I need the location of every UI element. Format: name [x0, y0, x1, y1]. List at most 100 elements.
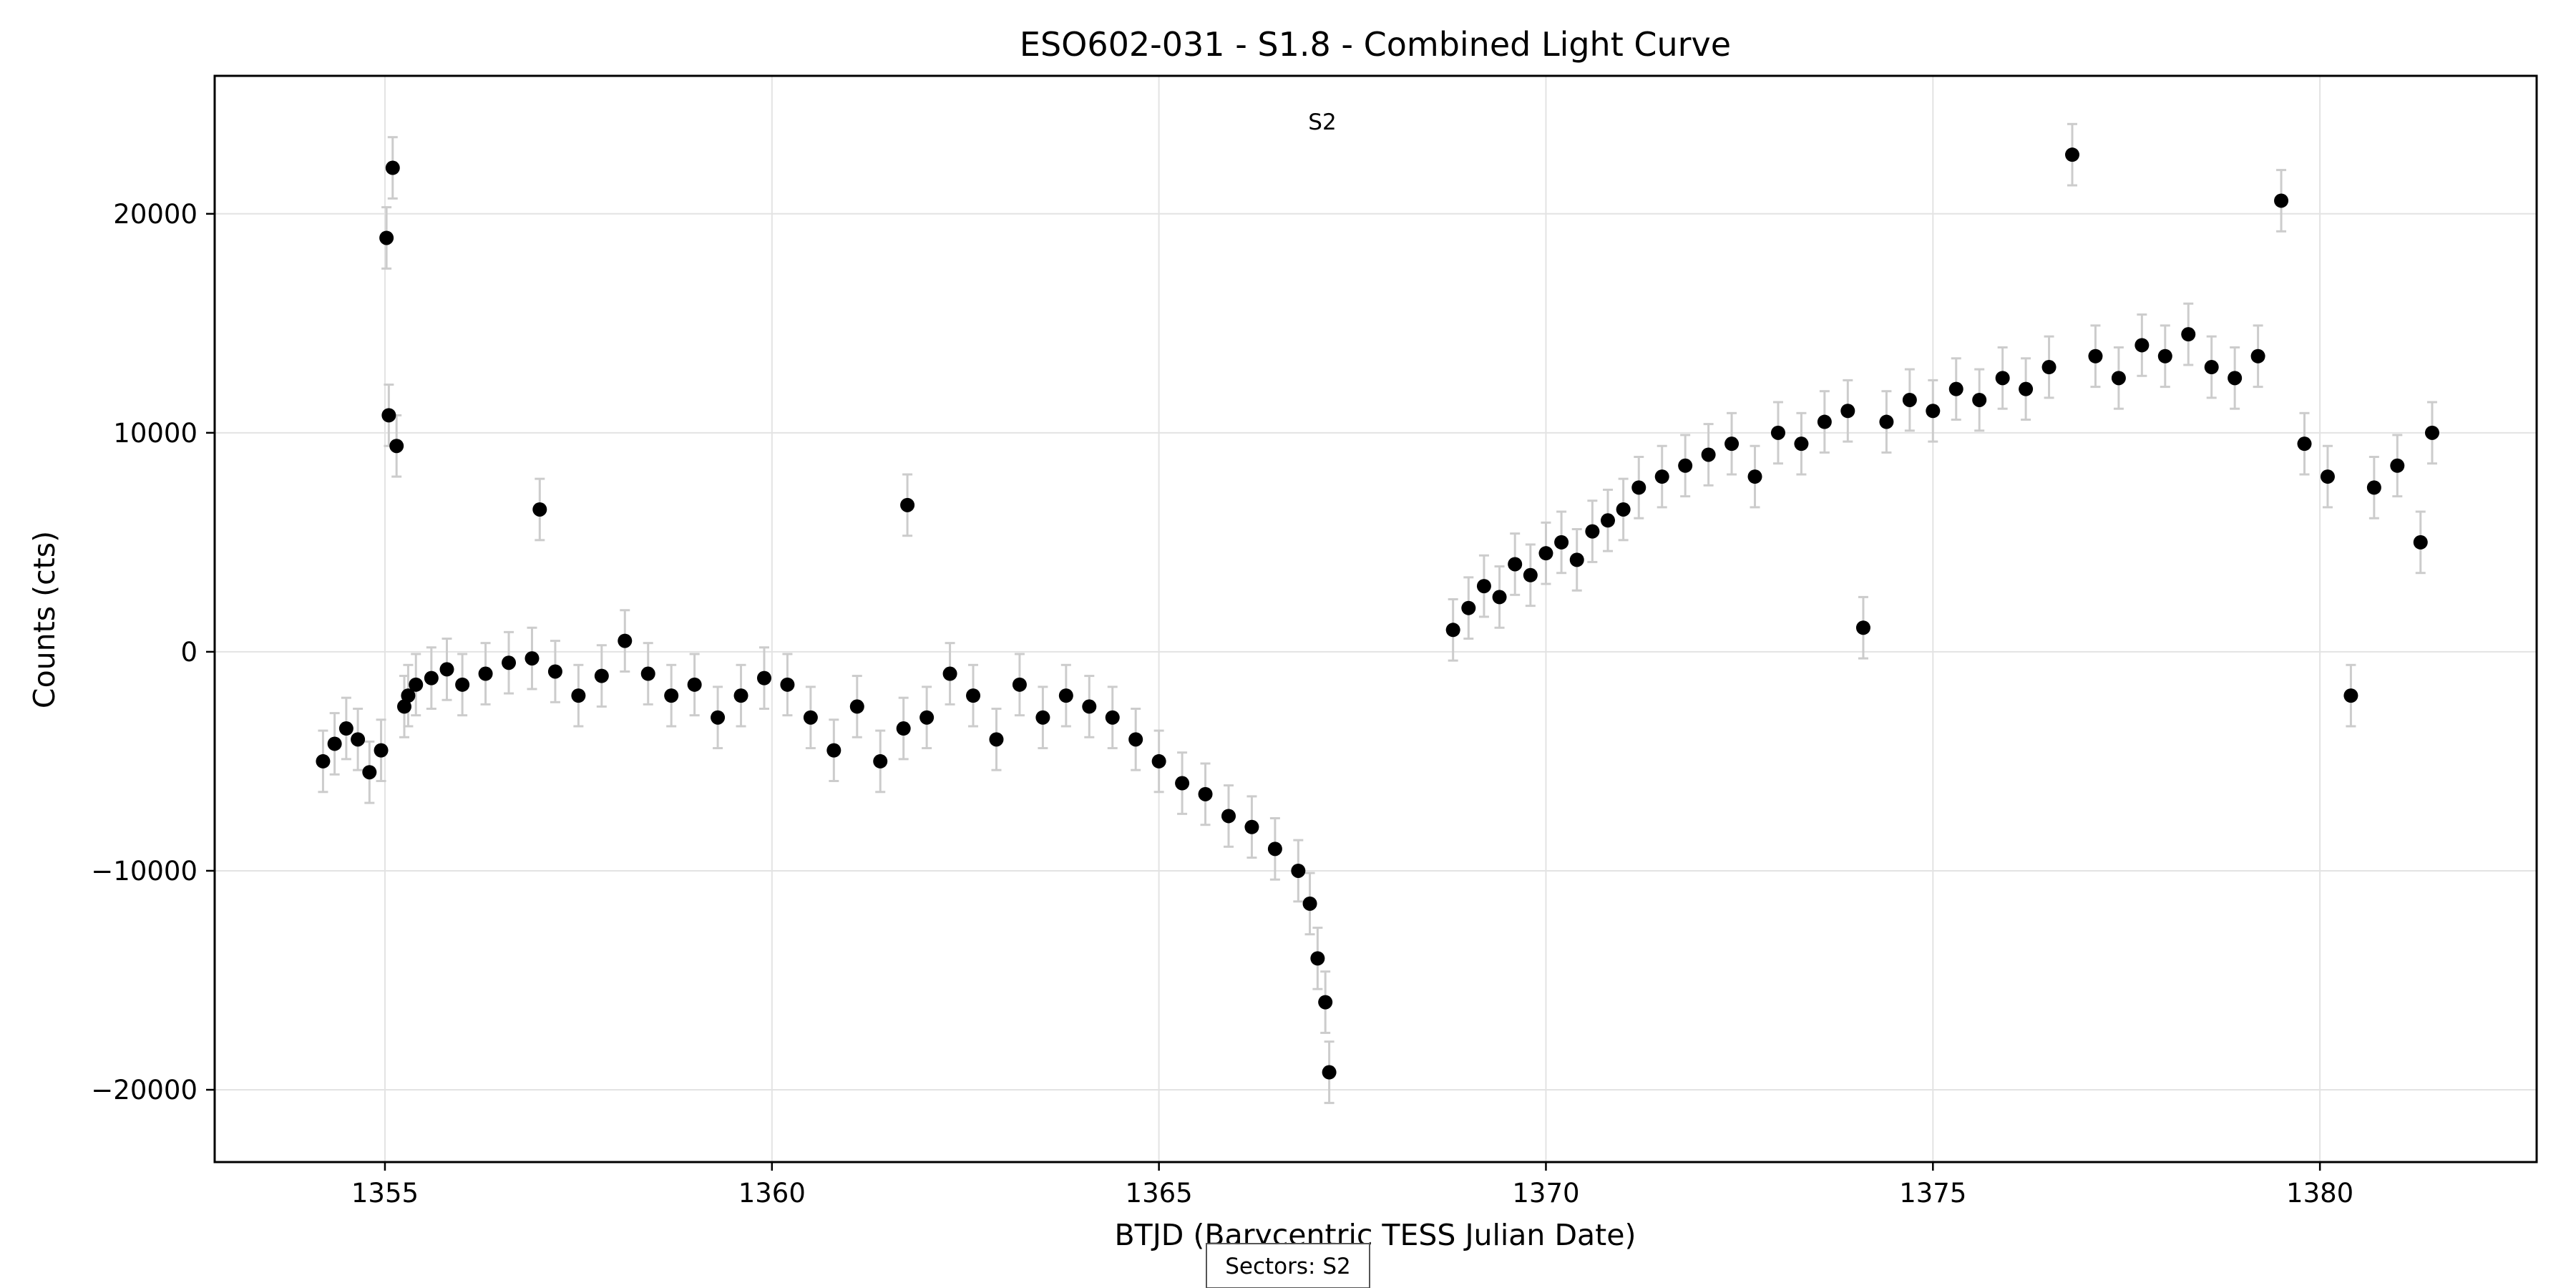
y-axis-ticks: −20000 −10000 0 10000 20000 — [91, 199, 215, 1106]
y-tick-label: 20000 — [113, 199, 197, 230]
data-point — [327, 736, 342, 751]
data-point — [1902, 392, 1917, 407]
data-point — [1476, 579, 1491, 594]
x-axis-ticks: 1355 1360 1365 1370 1375 1380 — [351, 1162, 2353, 1209]
data-point — [896, 721, 911, 736]
data-point — [756, 670, 771, 686]
data-point — [2250, 348, 2265, 364]
data-point — [1817, 414, 1832, 429]
y-tick-label: −20000 — [91, 1075, 197, 1106]
data-point — [942, 666, 957, 681]
x-tick-label: 1380 — [2286, 1178, 2353, 1209]
data-point — [1747, 469, 1762, 484]
y-tick-label: −10000 — [91, 856, 197, 887]
data-point — [2088, 348, 2103, 364]
sector-annotation: S2 — [1308, 109, 1336, 135]
data-point — [1724, 436, 1740, 452]
x-tick-label: 1360 — [738, 1178, 806, 1209]
data-point — [1105, 710, 1120, 725]
data-point — [640, 666, 655, 681]
data-point — [571, 688, 586, 703]
data-point — [1654, 469, 1669, 484]
data-point — [919, 710, 935, 725]
data-point — [1035, 710, 1050, 725]
data-point — [478, 666, 493, 681]
data-point — [2413, 535, 2428, 550]
data-point — [502, 655, 517, 670]
data-point — [780, 677, 795, 692]
data-point — [1585, 524, 1600, 539]
data-point — [351, 732, 366, 747]
data-point — [1492, 590, 1507, 605]
data-point — [1840, 404, 1855, 419]
data-point — [664, 688, 679, 703]
data-point — [1291, 863, 1306, 878]
data-point — [711, 710, 726, 725]
data-point — [618, 633, 633, 648]
data-point — [1322, 1065, 1337, 1080]
data-point — [455, 677, 470, 692]
data-point — [2390, 458, 2405, 473]
data-point — [1175, 776, 1190, 791]
y-axis-title: Counts (cts) — [27, 531, 62, 708]
data-point — [1318, 995, 1333, 1010]
chart-title: ESO602-031 - S1.8 - Combined Light Curve — [1020, 25, 1731, 64]
data-point — [2366, 480, 2381, 495]
x-tick-label: 1365 — [1126, 1178, 1193, 1209]
data-point — [1995, 371, 2010, 386]
data-point — [1082, 699, 1097, 714]
data-point — [1267, 841, 1282, 857]
data-point — [374, 743, 389, 758]
data-point — [1508, 557, 1523, 572]
data-point — [1538, 546, 1553, 561]
data-point — [1794, 436, 1809, 452]
data-point — [424, 670, 439, 686]
data-point — [803, 710, 818, 725]
data-point — [2424, 425, 2439, 440]
data-point — [397, 699, 412, 714]
data-point — [2320, 469, 2335, 484]
data-point — [1972, 392, 1987, 407]
data-point — [409, 677, 424, 692]
data-point — [1879, 414, 1894, 429]
y-tick-label: 10000 — [113, 418, 197, 449]
data-point — [316, 753, 331, 769]
data-point — [362, 765, 377, 780]
data-point — [989, 732, 1004, 747]
data-point — [1221, 809, 1236, 824]
sectors-legend-text: Sectors: S2 — [1225, 1254, 1351, 1279]
data-point — [873, 753, 888, 769]
data-point — [2041, 360, 2057, 375]
sectors-legend-box: Sectors: S2 — [1206, 1243, 1370, 1288]
data-point — [1523, 567, 1538, 582]
data-point — [900, 497, 915, 512]
data-point — [826, 743, 841, 758]
x-tick-label: 1370 — [1512, 1178, 1579, 1209]
data-point — [1770, 425, 1785, 440]
data-point — [389, 439, 404, 454]
data-point — [966, 688, 981, 703]
data-point — [1310, 951, 1325, 966]
data-point — [532, 502, 547, 517]
data-point — [381, 408, 396, 423]
data-point — [1151, 753, 1166, 769]
data-point — [1012, 677, 1027, 692]
data-point — [2204, 360, 2219, 375]
data-point — [401, 688, 416, 703]
y-tick-label: 0 — [180, 637, 197, 668]
data-point — [2274, 193, 2289, 208]
data-point — [379, 230, 394, 245]
data-point — [2065, 147, 2079, 162]
data-point — [525, 651, 540, 666]
data-point — [1128, 732, 1143, 747]
data-point — [338, 721, 353, 736]
data-point — [1302, 896, 1317, 911]
data-point — [1701, 447, 1716, 462]
data-point — [2181, 327, 2196, 342]
data-point — [1461, 600, 1476, 615]
plot-area-frame — [213, 74, 2538, 1163]
data-point — [849, 699, 864, 714]
data-point — [2228, 371, 2243, 386]
